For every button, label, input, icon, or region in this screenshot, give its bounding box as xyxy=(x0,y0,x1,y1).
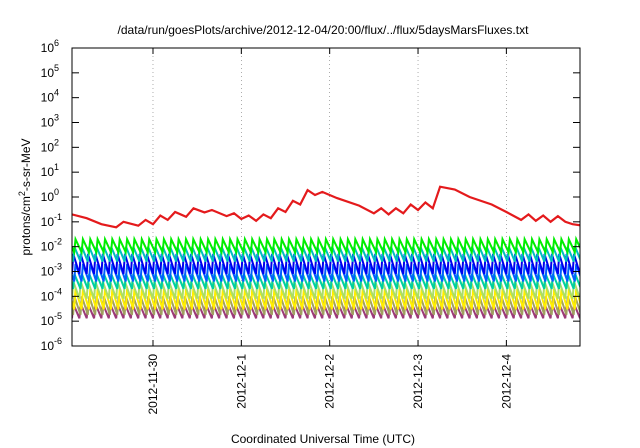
y-tick-exponent: 2 xyxy=(54,137,59,147)
y-tick-exponent: -5 xyxy=(54,311,62,321)
x-tick-label: 2012-12-2 xyxy=(323,354,337,409)
x-tick-label: 2012-12-1 xyxy=(234,354,248,409)
y-tick-exponent: -4 xyxy=(54,286,62,296)
y-tick-exponent: 0 xyxy=(54,187,59,197)
y-tick-label: 10 xyxy=(41,240,55,254)
y-tick-label: 10 xyxy=(41,339,55,353)
y-axis-label-sup: 2 xyxy=(17,191,27,196)
y-tick-label: 10 xyxy=(41,116,55,130)
series-group xyxy=(72,185,580,319)
y-tick-exponent: -2 xyxy=(54,237,62,247)
y-tick-label: 10 xyxy=(41,66,55,80)
y-tick-exponent: -3 xyxy=(54,262,62,272)
y-tick-label: 10 xyxy=(41,91,55,105)
series-line xyxy=(72,288,580,310)
y-tick-exponent: 6 xyxy=(54,38,59,48)
x-tick-label: 2012-12-3 xyxy=(411,354,425,409)
y-tick-label: 10 xyxy=(41,314,55,328)
x-axis-label: Coordinated Universal Time (UTC) xyxy=(231,432,415,446)
y-tick-label: 10 xyxy=(41,289,55,303)
series-line xyxy=(72,185,580,229)
chart-title: /data/run/goesPlots/archive/2012-12-04/2… xyxy=(118,23,530,37)
y-tick-exponent: -1 xyxy=(54,212,62,222)
x-axis: 2012-11-30 2012-12-1 2012-12-2 2012-12-3 201… xyxy=(146,48,513,415)
y-tick-label: 10 xyxy=(41,190,55,204)
y-axis-label: protons/cm2-s-sr-MeV xyxy=(17,138,33,255)
y-tick-exponent: -6 xyxy=(54,336,62,346)
y-tick-exponent: 4 xyxy=(54,88,59,98)
y-tick-label: 10 xyxy=(41,165,55,179)
y-tick-exponent: 1 xyxy=(54,162,59,172)
y-tick-label: 10 xyxy=(41,140,55,154)
y-axis-label-unit: -s-sr-MeV xyxy=(19,138,33,191)
y-tick-exponent: 5 xyxy=(54,63,59,73)
y-tick-label: 10 xyxy=(41,215,55,229)
series-line xyxy=(72,235,580,256)
y-tick-label: 10 xyxy=(41,41,55,55)
y-axis: 10 -610 -510 -410 -310 -210 -110 010 110 210 310 41… xyxy=(41,38,580,353)
y-tick-exponent: 3 xyxy=(54,113,59,123)
x-tick-label: 2012-12-4 xyxy=(499,354,513,409)
series-line xyxy=(72,246,580,262)
y-axis-label-main: protons/cm xyxy=(19,196,33,255)
x-tick-label: 2012-11-30 xyxy=(146,354,160,415)
y-tick-label: 10 xyxy=(41,265,55,279)
